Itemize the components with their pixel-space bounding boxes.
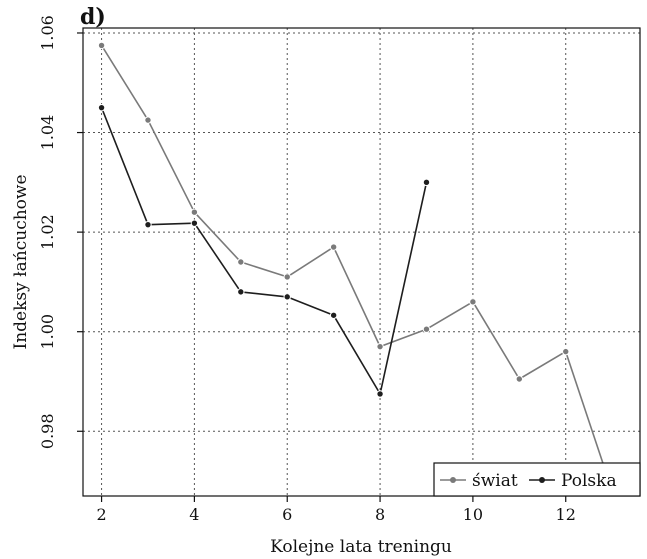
- data-point-swiat: [422, 325, 431, 333]
- axis-ticks: 2 4 6 8 10 12 0.98 1.00 1.02 1.04 1.06: [38, 15, 576, 524]
- data-point-swiat: [515, 375, 524, 383]
- y-tick-label: 0.98: [38, 413, 57, 449]
- data-point-swiat: [190, 208, 199, 216]
- data-point-polska: [422, 178, 431, 187]
- data-point-polska: [190, 219, 199, 227]
- x-tick-label: 4: [189, 505, 199, 524]
- data-point-swiat: [144, 116, 152, 124]
- plot-frame: [82, 27, 641, 497]
- data-point-polska: [97, 103, 106, 112]
- series-line-swiat: [100, 44, 613, 492]
- x-tick-label: 12: [556, 505, 576, 524]
- legend-marker-polska: [539, 477, 545, 483]
- data-point-swiat: [469, 298, 477, 306]
- x-tick-label: 2: [96, 505, 106, 524]
- data-point-swiat: [237, 258, 245, 266]
- data-point-swiat: [329, 243, 338, 251]
- data-point-swiat: [97, 41, 106, 50]
- legend-marker-swiat: [450, 477, 456, 483]
- y-tick-label: 1.02: [38, 214, 57, 250]
- data-point-swiat: [376, 342, 384, 351]
- y-tick-label: 1.04: [38, 115, 57, 151]
- y-axis-label: Indeksy łańcuchowe: [11, 174, 31, 349]
- data-point-swiat: [562, 347, 570, 356]
- data-point-polska: [283, 293, 291, 301]
- panel-label: d): [80, 4, 106, 30]
- data-point-polska: [376, 390, 384, 398]
- y-tick-label: 1.06: [38, 15, 57, 51]
- legend-label-swiat: świat: [472, 471, 518, 491]
- y-tick-label: 1.00: [38, 314, 57, 350]
- x-tick-label: 6: [282, 505, 292, 524]
- data-point-swiat: [283, 273, 291, 281]
- series-layer: [97, 41, 616, 495]
- data-point-polska: [329, 311, 338, 319]
- series-line-polska: [100, 107, 428, 395]
- data-point-polska: [144, 220, 152, 229]
- data-point-polska: [237, 288, 245, 296]
- grid: [83, 28, 640, 496]
- x-tick-label: 10: [463, 505, 483, 524]
- x-tick-label: 8: [375, 505, 385, 524]
- x-axis-label: Kolejne lata treningu: [270, 537, 452, 557]
- legend: świat Polska: [433, 462, 641, 497]
- legend-label-polska: Polska: [561, 471, 617, 491]
